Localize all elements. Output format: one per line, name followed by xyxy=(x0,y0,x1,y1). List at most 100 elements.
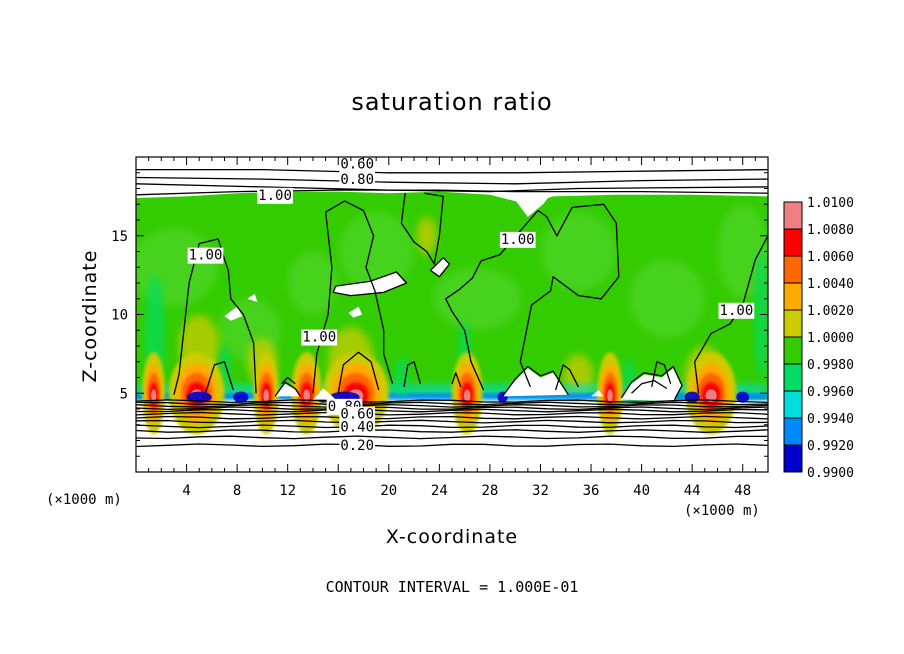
contour-line xyxy=(136,176,768,185)
x-tick-label: 16 xyxy=(330,483,347,499)
contour-label-bg xyxy=(339,156,376,173)
colorbar-swatch xyxy=(784,229,802,256)
core-pink xyxy=(303,389,310,402)
x-tick-label: 24 xyxy=(431,483,448,499)
x-axis-label: X-coordinate xyxy=(385,526,519,548)
field-cyan-streak xyxy=(393,357,410,398)
x-tick-label: 8 xyxy=(233,483,241,499)
contour-line xyxy=(620,365,683,400)
contour-label: 0.80 xyxy=(340,172,374,188)
y-tick-label: 5 xyxy=(120,386,128,402)
x-tick-label: 36 xyxy=(583,483,600,499)
field-blue-fringe xyxy=(684,391,700,403)
colorbar-label: 1.0060 xyxy=(807,250,854,265)
contour-label: 1.00 xyxy=(302,330,336,346)
contour-line xyxy=(136,168,768,174)
y-tick-label: 10 xyxy=(111,308,128,324)
contour-line xyxy=(136,189,768,196)
x-unit-label-left: (×1000 m) xyxy=(46,492,122,508)
contour-label-bg xyxy=(339,406,376,423)
contour-line xyxy=(332,271,408,297)
colorbar-label: 0.9920 xyxy=(807,439,854,454)
colorbar-swatch xyxy=(784,310,802,337)
colorbar-swatch xyxy=(784,337,802,364)
x-tick-label: 32 xyxy=(532,483,549,499)
field-blue-fringe xyxy=(233,391,249,403)
colorbar-label: 0.9980 xyxy=(807,358,854,373)
dry-wisp xyxy=(502,368,569,397)
contour-line xyxy=(136,401,768,406)
contour-line xyxy=(136,443,768,448)
contour-line xyxy=(502,365,569,397)
core-pink xyxy=(705,389,717,402)
contour-line xyxy=(136,406,768,411)
contour-line-1.00 xyxy=(204,361,234,394)
colorbar-label: 1.0000 xyxy=(807,331,854,346)
contour-line xyxy=(136,408,768,413)
x-tick-label: 48 xyxy=(734,483,751,499)
x-tick-label: 4 xyxy=(182,483,190,499)
contour-line-1.00 xyxy=(694,235,768,394)
dry-pocket xyxy=(247,294,258,302)
contour-line-1.00 xyxy=(554,364,579,391)
field-mottle xyxy=(136,227,219,307)
contour-line-1.00 xyxy=(337,351,380,394)
x-tick-label: 44 xyxy=(684,483,701,499)
dry-wisp xyxy=(591,390,604,397)
colorbar-swatch xyxy=(784,364,802,391)
colorbar-swatch xyxy=(784,283,802,310)
contour-line-1.00 xyxy=(400,192,444,265)
contour-label: 1.00 xyxy=(501,232,535,248)
contour-line xyxy=(430,257,451,278)
contour-line xyxy=(136,415,768,420)
core-pink xyxy=(463,389,471,402)
x-tick-label: 28 xyxy=(481,483,498,499)
contour-line xyxy=(136,424,768,429)
contour-line xyxy=(274,381,301,397)
contour-label: 0.60 xyxy=(340,407,374,423)
contour-label-bg xyxy=(339,172,376,189)
x-tick-label: 20 xyxy=(380,483,397,499)
field-mottle xyxy=(540,212,617,291)
x-unit-label-right: (×1000 m) xyxy=(684,503,760,519)
saturation-field xyxy=(136,191,768,435)
contour-label: 0.20 xyxy=(340,438,374,454)
contour-line-1.00 xyxy=(280,376,296,385)
x-tick-label: 40 xyxy=(633,483,650,499)
contour-label-bg xyxy=(499,231,536,248)
core-pink xyxy=(151,389,157,402)
field-blue-fringe xyxy=(186,391,212,403)
field-base-blue xyxy=(136,393,768,400)
colorbar-label: 1.0020 xyxy=(807,304,854,319)
core-pink xyxy=(607,389,613,402)
dry-pocket xyxy=(224,306,243,321)
contour-label: 0.40 xyxy=(340,419,374,435)
field-blue-fringe xyxy=(736,391,750,403)
contour-line-1.00 xyxy=(312,200,394,394)
field-mottle xyxy=(628,259,705,339)
contour-label-bg xyxy=(257,187,293,204)
y-tick-label: 15 xyxy=(111,229,128,245)
field-mottle xyxy=(717,204,768,299)
colorbar-label: 1.0040 xyxy=(807,277,854,292)
contour-lines xyxy=(136,168,768,448)
contour-label: 1.00 xyxy=(258,188,292,204)
colorbar-swatch xyxy=(784,391,802,418)
contour-line xyxy=(136,419,768,424)
y-axis-label: Z-coordinate xyxy=(79,249,101,383)
dry-pocket xyxy=(333,272,407,296)
contour-line xyxy=(631,379,668,394)
colorbar-label: 0.9960 xyxy=(807,385,854,400)
dry-pocket xyxy=(348,306,363,318)
colorbar: 1.0100 1.0080 1.0060 1.0040 1.0020 1.0000 0.99… xyxy=(783,196,854,481)
field-mottle xyxy=(338,212,415,291)
colorbar-label: 0.9900 xyxy=(807,466,854,481)
contour-label-bg xyxy=(339,419,376,436)
dry-wisp xyxy=(620,368,682,402)
contour-interval-note: CONTOUR INTERVAL = 1.000E-01 xyxy=(325,578,579,596)
contour-line-1.00 xyxy=(445,203,620,391)
contour-label: 1.00 xyxy=(189,248,223,264)
x-tick-label: 12 xyxy=(279,483,296,499)
colorbar-swatch xyxy=(784,445,802,472)
